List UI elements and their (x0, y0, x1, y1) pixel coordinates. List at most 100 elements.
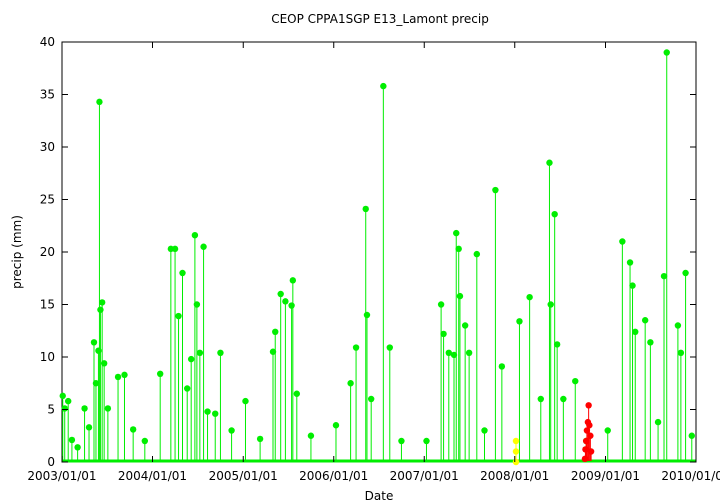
series-0-point (289, 277, 297, 284)
series-0-point (572, 377, 579, 385)
series-0-point (129, 426, 137, 433)
series-0-point (121, 371, 128, 379)
series-0-point (450, 351, 458, 359)
series-0-point (647, 339, 654, 346)
y-axis-label: precip (mm) (10, 215, 24, 289)
series-0-point (282, 298, 289, 305)
series-0-point (175, 312, 182, 320)
y-axis: 0 5 10 15 20 25 30 35 40 (40, 35, 696, 469)
y-tick-label: 30 (40, 140, 55, 154)
series-0-point (473, 250, 481, 258)
series-0-point (481, 427, 488, 434)
series-0-point (453, 229, 460, 237)
series-0-point (437, 301, 445, 308)
series-0-point (547, 301, 554, 308)
series-0-point (307, 432, 315, 439)
series-0-point (363, 311, 371, 319)
series-1-point (512, 437, 520, 445)
x-tick-label: 2007/01/01 (390, 469, 459, 483)
x-tick-label: 2004/01/01 (118, 469, 187, 483)
y-tick-label: 15 (40, 298, 55, 312)
series-2-point (585, 402, 592, 409)
series-0-point (74, 444, 81, 451)
series-0-point (156, 370, 164, 377)
series-0-point (242, 397, 249, 405)
series-0-point (456, 292, 464, 300)
series-0-point (97, 306, 104, 313)
series-0-point (660, 272, 668, 280)
series-2-point (586, 422, 593, 429)
series-0-point (516, 318, 523, 325)
series-0-point (288, 302, 295, 309)
y-tick-label: 5 (47, 403, 55, 417)
series-0-point (171, 245, 179, 253)
series-0-point (682, 269, 689, 277)
series-0-point (423, 437, 430, 445)
series-0-point (92, 380, 100, 387)
series-0-point (546, 159, 553, 166)
series-0-point (196, 349, 204, 356)
series-0-point (604, 427, 611, 434)
series-0-point (184, 385, 191, 392)
series-0-point (367, 395, 375, 403)
series-0-point (98, 299, 106, 306)
series-0-point (641, 317, 649, 324)
series-0-point (269, 348, 277, 355)
series-0-point (191, 232, 199, 239)
series-0-point (498, 363, 506, 370)
series-0-point (674, 322, 682, 329)
y-tick-label: 35 (40, 88, 55, 102)
x-tick-label: 2003/01/01 (27, 469, 96, 483)
y-tick-label: 0 (47, 455, 55, 469)
data-marks (59, 49, 696, 466)
series-0-point (68, 436, 76, 444)
x-tick-label: 2010/01/01 (661, 469, 720, 483)
x-axis: 2003/01/01 2004/01/01 2005/01/01 2006/01/01… (27, 42, 720, 483)
series-0-point (256, 435, 264, 443)
series-0-point (59, 392, 66, 400)
series-0-point (64, 397, 72, 405)
series-0-point (85, 424, 93, 431)
series-0-point (677, 349, 685, 356)
series-0-point (61, 405, 68, 412)
series-0-point (398, 437, 405, 445)
series-2-point (587, 448, 595, 455)
series-0-point (100, 360, 108, 367)
series-0-point (688, 432, 695, 439)
y-tick-label: 10 (40, 350, 55, 364)
y-tick-label: 20 (40, 245, 55, 259)
series-0-point (461, 322, 469, 329)
series-0-point (332, 422, 340, 429)
series-0-point (492, 186, 499, 194)
series-0-point (619, 238, 626, 245)
series-0-point (654, 418, 662, 426)
x-tick-label: 2005/01/01 (209, 469, 278, 483)
y-tick-label: 25 (40, 193, 55, 207)
series-0-point (663, 49, 670, 56)
series-0-point (96, 98, 103, 106)
series-0-point (553, 341, 561, 348)
series-0-point (632, 328, 639, 335)
series-0-point (212, 410, 219, 417)
series-0-point (362, 205, 369, 213)
series-0-point (440, 330, 447, 338)
series-0-point (81, 405, 88, 412)
series-0-point (200, 243, 207, 250)
x-tick-label: 2008/01/01 (480, 469, 549, 483)
series-0-point (272, 328, 279, 335)
series-0-point (626, 259, 634, 266)
y-tick-label: 40 (40, 35, 55, 49)
series-0-point (352, 344, 360, 351)
series-0-point (629, 282, 636, 289)
series-0-point (551, 211, 558, 218)
series-0-point (560, 395, 567, 403)
series-0-point (537, 395, 544, 403)
series-0-point (526, 293, 533, 301)
series-0-point (90, 339, 98, 346)
series-0-point (380, 82, 387, 90)
series-0-point (187, 355, 195, 363)
x-tick-label: 2009/01/01 (571, 469, 640, 483)
series-0-point (217, 349, 224, 356)
series-0-point (293, 390, 301, 397)
